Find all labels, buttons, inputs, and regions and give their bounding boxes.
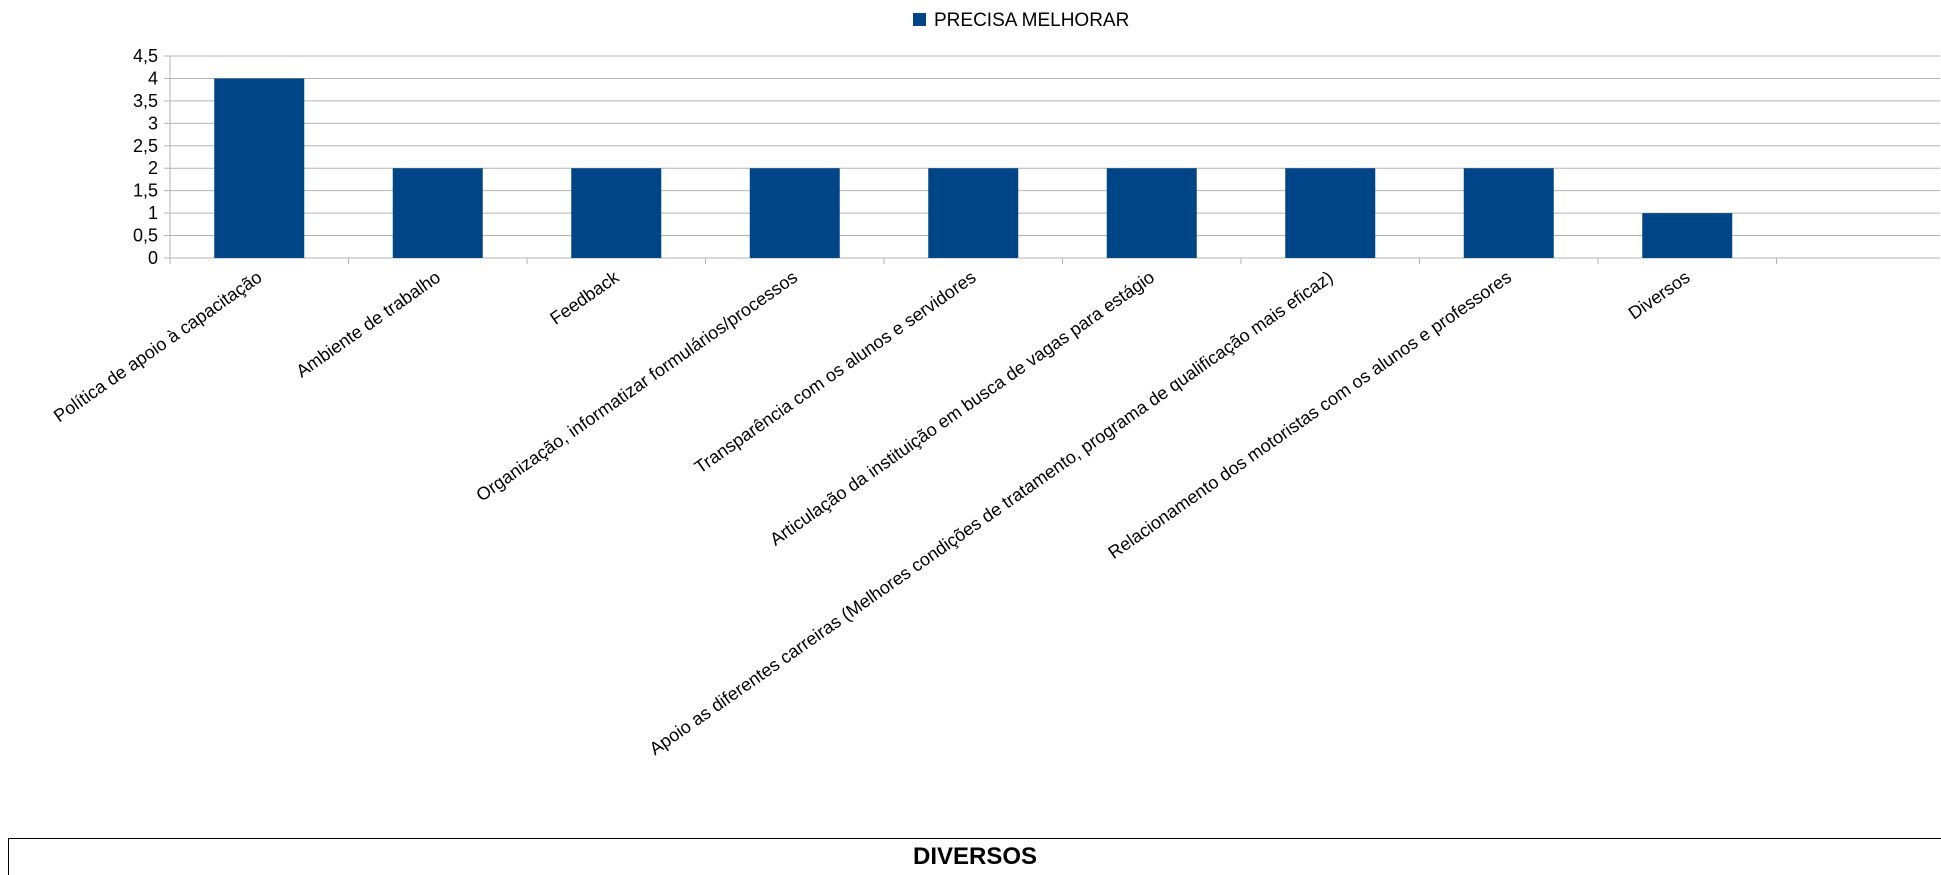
y-tick-label: 0,5 [133, 226, 158, 246]
x-category-label: Transparência com os alunos e servidores [691, 267, 980, 478]
bar [1285, 168, 1376, 258]
y-tick-label: 2 [148, 158, 158, 178]
x-category-label: Feedback [546, 266, 623, 328]
bar [1642, 213, 1733, 258]
x-category-label: Organização, informatizar formulários/pr… [472, 267, 801, 505]
x-axis-labels: Política de apoio à capacitação Ambiente … [50, 266, 1694, 759]
x-category-label: Política de apoio à capacitação [50, 267, 266, 426]
y-tick-label: 3 [148, 113, 158, 133]
y-tick-label: 0 [148, 248, 158, 268]
legend: PRECISA MELHORAR [913, 10, 1129, 31]
y-tick-label: 4 [148, 68, 158, 88]
legend-swatch [913, 13, 926, 26]
x-category-label: Apoio as diferentes carreiras (Melhores … [646, 267, 1337, 759]
y-tick-label: 1 [148, 203, 158, 223]
y-tick-label: 4,5 [133, 46, 158, 66]
section-title-diversos: DIVERSOS [8, 838, 1941, 875]
bar [749, 168, 840, 258]
legend-label-precisa-melhorar: PRECISA MELHORAR [934, 10, 1129, 31]
y-tick-label: 3,5 [133, 91, 158, 111]
y-tick-label: 1,5 [133, 181, 158, 201]
bar-chart: PRECISA MELHORAR 00,5 11,5 22,5 33,5 44,5 Po… [50, 10, 1940, 759]
x-category-label: Diversos [1625, 267, 1694, 324]
bars [214, 78, 1733, 258]
y-tick-label: 2,5 [133, 136, 158, 156]
bar [928, 168, 1019, 258]
axes [164, 55, 1777, 264]
bar [1463, 168, 1554, 258]
bar [214, 78, 305, 258]
bar [1106, 168, 1197, 258]
x-category-label: Relacionamento dos motoristas com os alu… [1104, 267, 1515, 563]
y-axis-ticks: 00,5 11,5 22,5 33,5 44,5 [133, 46, 158, 268]
x-category-label: Ambiente de trabalho [292, 267, 444, 382]
bar [571, 168, 662, 258]
x-category-label: Articulação da instituição em busca de v… [766, 267, 1158, 550]
bar [392, 168, 483, 258]
